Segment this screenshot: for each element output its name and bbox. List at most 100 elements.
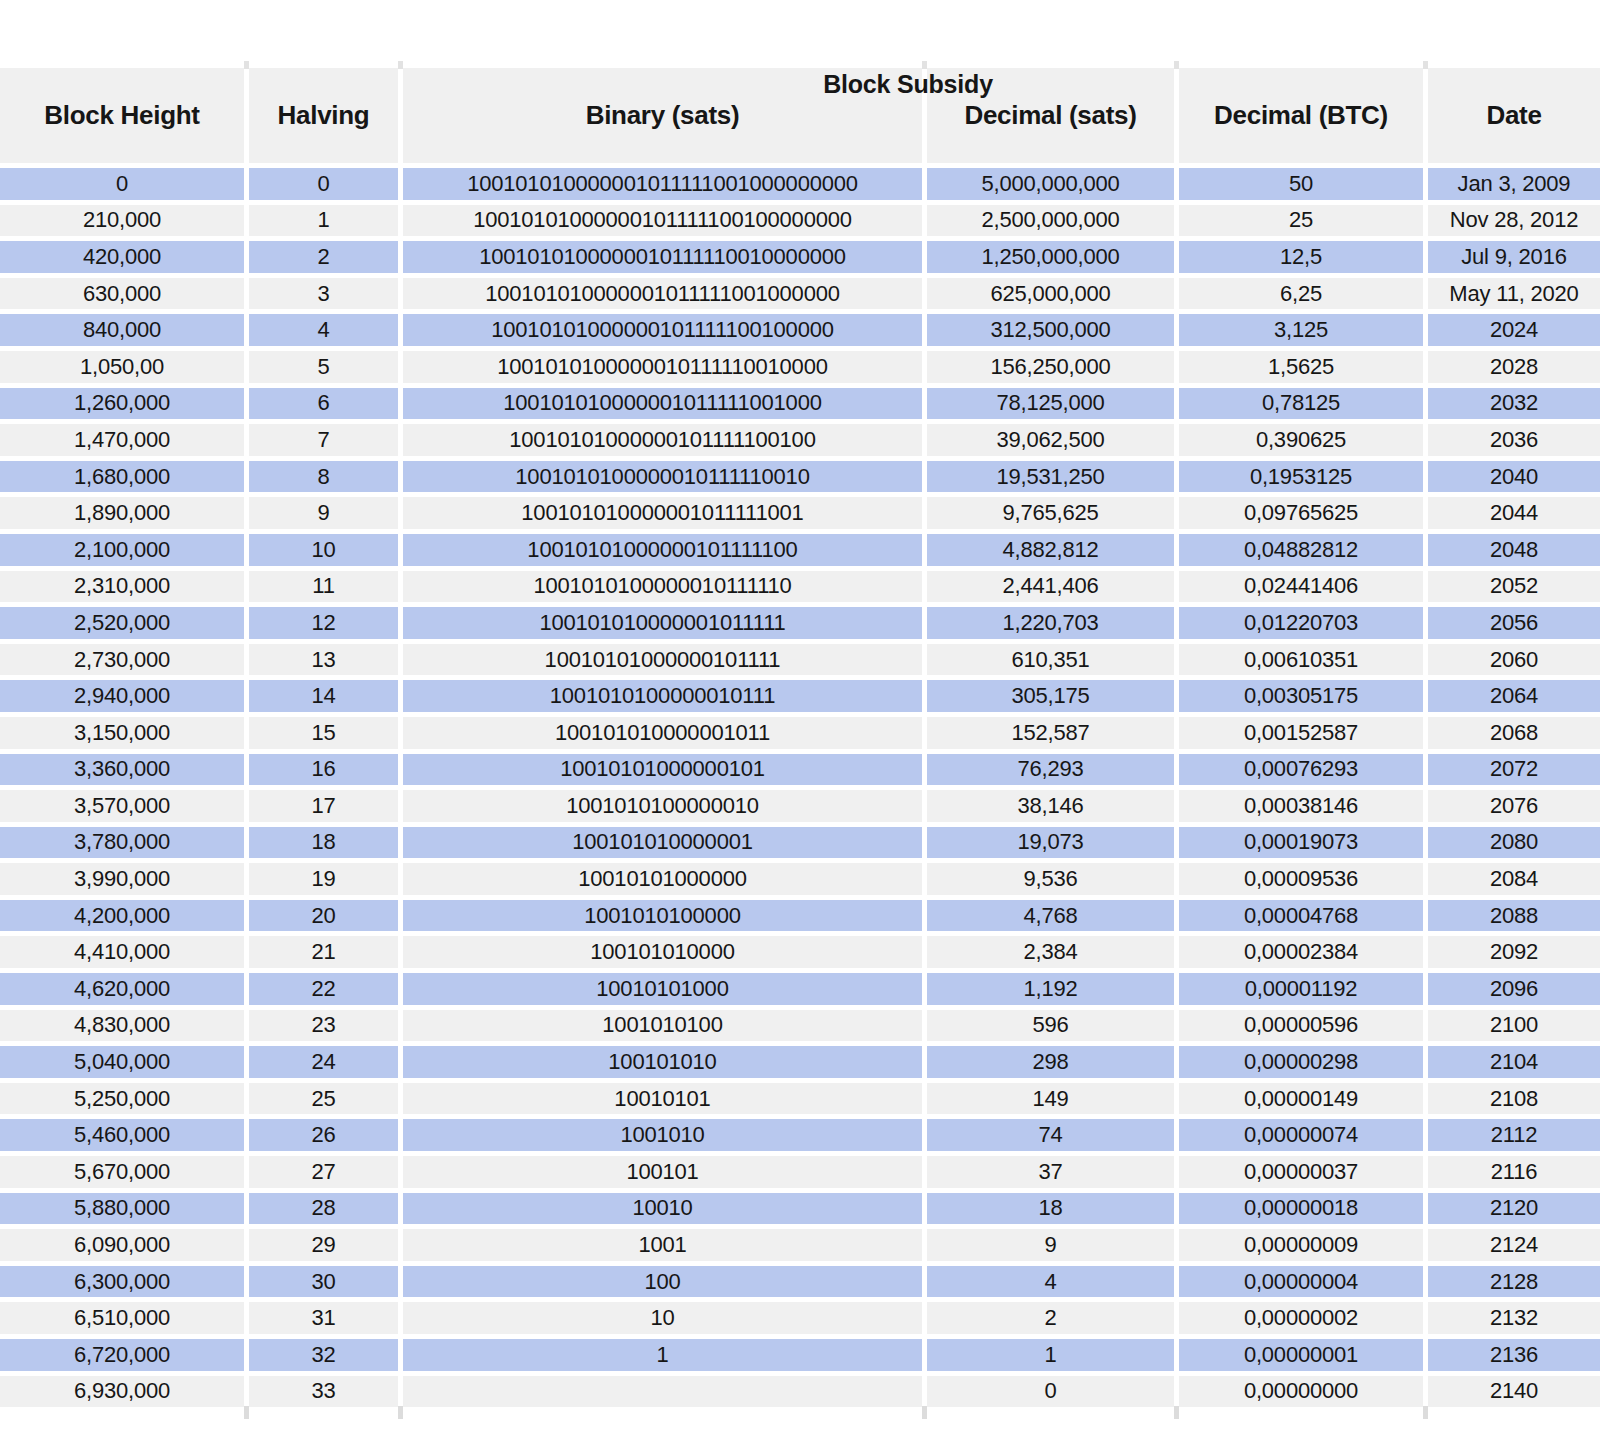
cell-date-row-17: 2076: [1428, 790, 1600, 822]
cell-halving-row-10: 10: [249, 534, 398, 566]
cell-decimal-sats-row-16: 76,293: [927, 754, 1174, 786]
cell-block-height-row-15: 3,150,000: [0, 717, 244, 749]
cell-decimal-sats-row-24: 298: [927, 1046, 1174, 1078]
cell-block-height-row-25: 5,250,000: [0, 1083, 244, 1115]
cell-halving-row-21: 21: [249, 936, 398, 968]
cell-binary-sats-row-18: 100101010000001: [403, 827, 922, 859]
cell-decimal-btc-row-19: 0,00009536: [1179, 863, 1423, 895]
cell-date-row-29: 2124: [1428, 1229, 1600, 1261]
cell-block-height-row-12: 2,520,000: [0, 607, 244, 639]
cell-halving-row-31: 31: [249, 1302, 398, 1334]
cell-decimal-btc-row-2: 12,5: [1179, 241, 1423, 273]
cell-block-height-row-31: 6,510,000: [0, 1302, 244, 1334]
cell-block-height-row-30: 6,300,000: [0, 1266, 244, 1298]
cell-decimal-sats-row-28: 18: [927, 1193, 1174, 1225]
cell-date-row-30: 2128: [1428, 1266, 1600, 1298]
cell-halving-row-15: 15: [249, 717, 398, 749]
cell-binary-sats-row-31: 10: [403, 1302, 922, 1334]
cell-binary-sats-row-6: 100101010000001011111001000: [403, 388, 922, 420]
cell-halving-row-29: 29: [249, 1229, 398, 1261]
cell-halving-row-18: 18: [249, 827, 398, 859]
cell-decimal-btc-row-0: 50: [1179, 168, 1423, 200]
cell-block-height-row-4: 840,000: [0, 314, 244, 346]
cell-decimal-sats-row-18: 19,073: [927, 827, 1174, 859]
cell-halving-row-27: 27: [249, 1156, 398, 1188]
cell-decimal-sats-row-5: 156,250,000: [927, 351, 1174, 383]
cell-halving-row-2: 2: [249, 241, 398, 273]
cell-halving-row-3: 3: [249, 278, 398, 310]
cell-halving-row-33: 33: [249, 1376, 398, 1408]
cell-decimal-btc-row-17: 0,00038146: [1179, 790, 1423, 822]
cell-date-row-2: Jul 9, 2016: [1428, 241, 1600, 273]
cell-block-height-row-11: 2,310,000: [0, 571, 244, 603]
cell-block-height-row-23: 4,830,000: [0, 1010, 244, 1042]
cell-binary-sats-row-29: 1001: [403, 1229, 922, 1261]
cell-date-row-11: 2052: [1428, 571, 1600, 603]
cell-decimal-sats-row-23: 596: [927, 1010, 1174, 1042]
cell-binary-sats-row-24: 100101010: [403, 1046, 922, 1078]
cell-date-row-22: 2096: [1428, 973, 1600, 1005]
cell-decimal-btc-row-21: 0,00002384: [1179, 936, 1423, 968]
cell-binary-sats-row-0: 100101010000001011111001000000000: [403, 168, 922, 200]
cell-decimal-btc-row-6: 0,78125: [1179, 388, 1423, 420]
cell-block-height-row-3: 630,000: [0, 278, 244, 310]
cell-decimal-btc-row-15: 0,00152587: [1179, 717, 1423, 749]
cell-halving-row-17: 17: [249, 790, 398, 822]
cell-date-row-16: 2072: [1428, 754, 1600, 786]
cell-decimal-btc-row-33: 0,00000000: [1179, 1376, 1423, 1408]
cell-halving-row-26: 26: [249, 1119, 398, 1151]
cell-date-row-28: 2120: [1428, 1193, 1600, 1225]
cell-date-row-19: 2084: [1428, 863, 1600, 895]
column-header-date: Date: [1428, 68, 1600, 163]
cell-binary-sats-row-15: 100101010000001011: [403, 717, 922, 749]
cell-decimal-sats-row-7: 39,062,500: [927, 424, 1174, 456]
cell-binary-sats-row-21: 100101010000: [403, 936, 922, 968]
cell-date-row-23: 2100: [1428, 1010, 1600, 1042]
cell-binary-sats-row-28: 10010: [403, 1193, 922, 1225]
cell-date-row-8: 2040: [1428, 461, 1600, 493]
cell-binary-sats-row-16: 10010101000000101: [403, 754, 922, 786]
cell-binary-sats-row-4: 10010101000000101111100100000: [403, 314, 922, 346]
cell-decimal-btc-row-8: 0,1953125: [1179, 461, 1423, 493]
cell-date-row-3: May 11, 2020: [1428, 278, 1600, 310]
cell-block-height-row-1: 210,000: [0, 205, 244, 237]
cell-block-height-row-32: 6,720,000: [0, 1339, 244, 1371]
cell-decimal-sats-row-0: 5,000,000,000: [927, 168, 1174, 200]
cell-block-height-row-26: 5,460,000: [0, 1119, 244, 1151]
cell-decimal-btc-row-25: 0,00000149: [1179, 1083, 1423, 1115]
cell-block-height-row-19: 3,990,000: [0, 863, 244, 895]
cell-block-height-row-20: 4,200,000: [0, 900, 244, 932]
cell-binary-sats-row-30: 100: [403, 1266, 922, 1298]
cell-block-height-row-24: 5,040,000: [0, 1046, 244, 1078]
cell-halving-row-30: 30: [249, 1266, 398, 1298]
cell-date-row-27: 2116: [1428, 1156, 1600, 1188]
cell-date-row-24: 2104: [1428, 1046, 1600, 1078]
cell-block-height-row-14: 2,940,000: [0, 680, 244, 712]
column-header-block-height: Block Height: [0, 68, 244, 163]
column-separator-stub: [398, 1406, 403, 1419]
column-separator-stub: [922, 1406, 927, 1419]
cell-binary-sats-row-25: 10010101: [403, 1083, 922, 1115]
cell-decimal-btc-row-7: 0,390625: [1179, 424, 1423, 456]
cell-binary-sats-row-27: 100101: [403, 1156, 922, 1188]
cell-decimal-sats-row-27: 37: [927, 1156, 1174, 1188]
cell-date-row-5: 2028: [1428, 351, 1600, 383]
cell-decimal-btc-row-16: 0,00076293: [1179, 754, 1423, 786]
cell-binary-sats-row-17: 1001010100000010: [403, 790, 922, 822]
cell-halving-row-25: 25: [249, 1083, 398, 1115]
cell-binary-sats-row-26: 1001010: [403, 1119, 922, 1151]
cell-decimal-btc-row-10: 0,04882812: [1179, 534, 1423, 566]
cell-decimal-btc-row-24: 0,00000298: [1179, 1046, 1423, 1078]
cell-decimal-sats-row-26: 74: [927, 1119, 1174, 1151]
cell-date-row-32: 2136: [1428, 1339, 1600, 1371]
column-header-decimal-btc: Decimal (BTC): [1179, 68, 1423, 163]
cell-decimal-sats-row-31: 2: [927, 1302, 1174, 1334]
cell-decimal-sats-row-17: 38,146: [927, 790, 1174, 822]
cell-decimal-sats-row-6: 78,125,000: [927, 388, 1174, 420]
cell-decimal-btc-row-13: 0,00610351: [1179, 644, 1423, 676]
cell-halving-row-4: 4: [249, 314, 398, 346]
cell-decimal-sats-row-10: 4,882,812: [927, 534, 1174, 566]
cell-binary-sats-row-7: 10010101000000101111100100: [403, 424, 922, 456]
cell-halving-row-24: 24: [249, 1046, 398, 1078]
cell-decimal-btc-row-12: 0,01220703: [1179, 607, 1423, 639]
